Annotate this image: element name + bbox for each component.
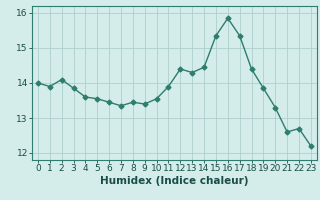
X-axis label: Humidex (Indice chaleur): Humidex (Indice chaleur) (100, 176, 249, 186)
